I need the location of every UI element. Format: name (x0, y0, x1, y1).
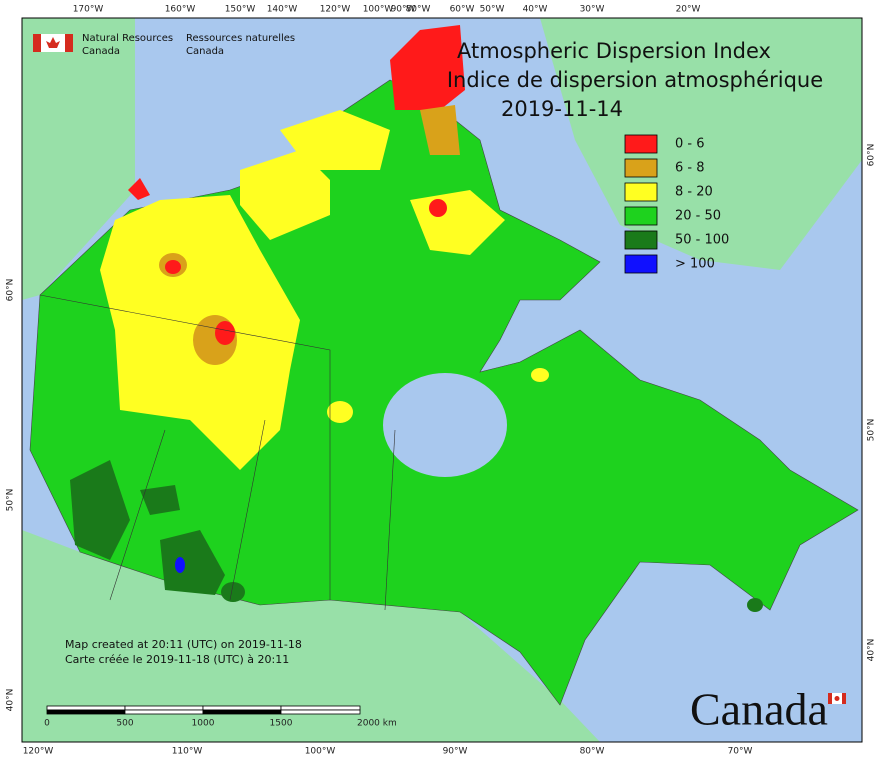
agency-en: Canada (82, 46, 120, 57)
legend-swatch (624, 134, 658, 154)
lat-label: 50°N (867, 419, 877, 442)
legend-label: 20 - 50 (675, 209, 721, 224)
lat-label: 60°N (6, 279, 16, 302)
legend-swatch (624, 206, 658, 226)
zone-50-100 (160, 530, 225, 595)
legend-label: 8 - 20 (675, 185, 713, 200)
zone-0-6 (165, 260, 181, 274)
lon-label: 140°W (267, 5, 298, 15)
wordmark-flag-bar (828, 693, 832, 704)
zone-0-6 (215, 321, 235, 345)
scale-segment (46, 709, 126, 715)
zone-50-100 (747, 598, 763, 612)
lon-label: 20°W (676, 5, 701, 15)
alaska (22, 18, 135, 300)
date: 2019-11-14 (501, 97, 623, 121)
graticule-labels: 170°W 160°W 150°W 140°W 120°W 100°W90°W80°W 60… (6, 5, 877, 757)
zone-50-100 (221, 582, 245, 602)
wordmark-leaf (834, 696, 840, 701)
wordmark-flag-bar (842, 693, 846, 704)
legend-label: 50 - 100 (675, 233, 729, 248)
lon-label: 120°W (320, 5, 351, 15)
zone-over-100 (175, 557, 185, 573)
greenland (540, 18, 862, 270)
lon-label: 100°W (305, 747, 336, 757)
scale-segment (280, 709, 361, 715)
zone-0-6 (128, 178, 150, 200)
lon-label: 100°W (363, 5, 394, 15)
scale-segment (124, 705, 204, 711)
lon-label: 30°W (580, 5, 605, 15)
scale-segment (280, 705, 361, 711)
province-border (109, 429, 166, 601)
lat-label: 40°N (6, 689, 16, 712)
map-area (22, 18, 862, 742)
zone-0-6 (429, 199, 447, 217)
lon-label: 160°W (165, 5, 196, 15)
agency-en: Natural Resources (82, 33, 173, 44)
lon-label: 150°W (225, 5, 256, 15)
lon-label: 40°W (523, 5, 548, 15)
agency-header: Natural Resources Canada Ressources natu… (33, 33, 295, 57)
scale-label: 0 (44, 719, 50, 729)
arctic-islands (240, 150, 330, 240)
note: Map created at 20:11 (UTC) on 2019-11-18 (65, 638, 302, 651)
flag-bar (33, 34, 41, 52)
lon-label: 70°W (728, 747, 753, 757)
lat-label: 60°N (867, 144, 877, 167)
arctic-islands-north (280, 110, 390, 170)
title: Atmospheric Dispersion Index (457, 39, 771, 63)
agency-fr: Canada (186, 46, 224, 57)
lon-label: 90°W (391, 5, 416, 15)
province-border (39, 294, 331, 600)
zone-8-20 (327, 401, 353, 423)
lon-label: 80°W (580, 747, 605, 757)
legend-swatch (624, 230, 658, 250)
zone-6-8-north (420, 105, 460, 155)
agency-fr: Ressources naturelles (186, 33, 295, 44)
map-border (21, 17, 863, 743)
legend-label: 0 - 6 (675, 137, 705, 152)
legend-label: 6 - 8 (675, 161, 705, 176)
province-border (229, 419, 266, 601)
legend-swatch (624, 182, 658, 202)
scale-label: 2000 km (357, 719, 397, 729)
zone-50-100 (70, 460, 130, 560)
lat-label: 50°N (6, 489, 16, 512)
flag-bar (65, 34, 73, 52)
province-border (384, 429, 396, 611)
scale-label: 500 (116, 719, 133, 729)
lon-label: 60°W (450, 5, 475, 15)
lon-label: 80°W (406, 5, 431, 15)
legend-swatch (624, 158, 658, 178)
legend-swatch (624, 254, 658, 274)
scale-segment (46, 705, 126, 711)
scale-segment (202, 705, 282, 711)
hudson-bay (383, 373, 507, 477)
scale-label: 1500 (270, 719, 293, 729)
legend-label: > 100 (675, 257, 715, 272)
title: Indice de dispersion atmosphérique (447, 68, 823, 92)
scale-bar: 0 500 1000 1500 2000 km (44, 705, 397, 729)
lon-label: 170°W (73, 5, 104, 15)
note: Carte créée le 2019-11-18 (UTC) à 20:11 (65, 653, 289, 666)
lon-label: 120°W (23, 747, 54, 757)
lon-label: 50°W (480, 5, 505, 15)
zone-50-100 (140, 485, 180, 515)
wordmark: Canada (690, 684, 828, 735)
maple-leaf (46, 37, 60, 48)
lon-label: 110°W (172, 747, 203, 757)
zone-8-20 (531, 368, 549, 382)
scale-segment (202, 709, 282, 715)
legend: 0 - 6 6 - 8 8 - 20 20 - 50 50 - 100 > 100 (624, 134, 729, 274)
lat-label: 40°N (867, 639, 877, 662)
scale-segment (124, 709, 204, 715)
scale-label: 1000 (192, 719, 215, 729)
ellesmere-red (390, 25, 465, 110)
lon-label: 90°W (443, 747, 468, 757)
